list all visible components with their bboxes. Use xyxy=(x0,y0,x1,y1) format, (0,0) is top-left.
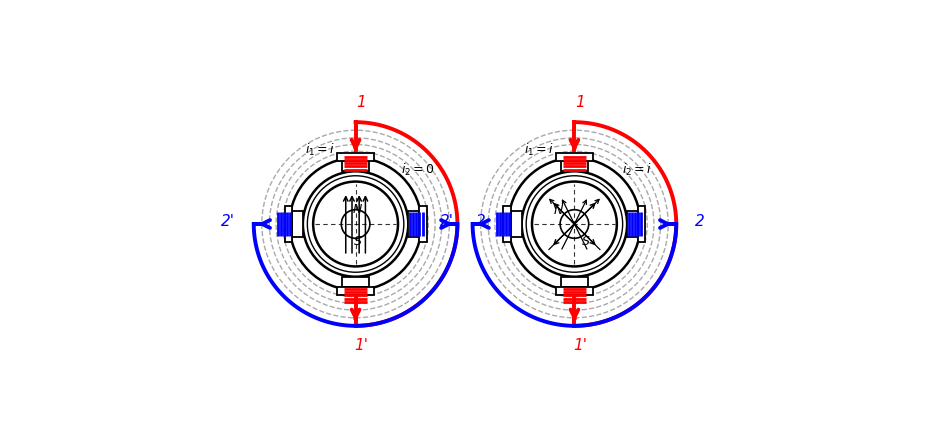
Bar xyxy=(419,206,427,242)
Text: 1': 1' xyxy=(573,338,587,353)
Bar xyxy=(556,153,592,160)
Text: 2: 2 xyxy=(695,214,705,229)
Bar xyxy=(638,206,645,242)
Bar xyxy=(342,277,369,288)
Bar xyxy=(342,160,369,171)
Bar xyxy=(556,288,592,295)
Bar xyxy=(408,211,419,237)
Text: 1: 1 xyxy=(356,95,365,110)
Bar xyxy=(338,288,374,295)
Text: N: N xyxy=(554,204,564,217)
Bar xyxy=(503,206,511,242)
Bar xyxy=(292,211,303,237)
Bar xyxy=(561,160,588,171)
Text: S: S xyxy=(354,235,362,248)
Bar xyxy=(511,211,522,237)
Text: 2': 2' xyxy=(440,214,454,229)
Text: S: S xyxy=(581,235,590,248)
Text: 2': 2' xyxy=(221,214,235,229)
Text: 2: 2 xyxy=(476,214,485,229)
Text: $i_1=i$: $i_1=i$ xyxy=(524,142,553,158)
Bar xyxy=(285,206,292,242)
Bar xyxy=(627,211,638,237)
Bar xyxy=(561,277,588,288)
Text: $i_1=i$: $i_1=i$ xyxy=(305,142,335,158)
Text: 1': 1' xyxy=(354,338,368,353)
Text: $i_2=i$: $i_2=i$ xyxy=(622,162,652,178)
Text: $i_2=0$: $i_2=0$ xyxy=(401,162,435,178)
Text: N: N xyxy=(353,202,363,215)
Text: 1: 1 xyxy=(575,95,585,110)
Bar xyxy=(338,153,374,160)
